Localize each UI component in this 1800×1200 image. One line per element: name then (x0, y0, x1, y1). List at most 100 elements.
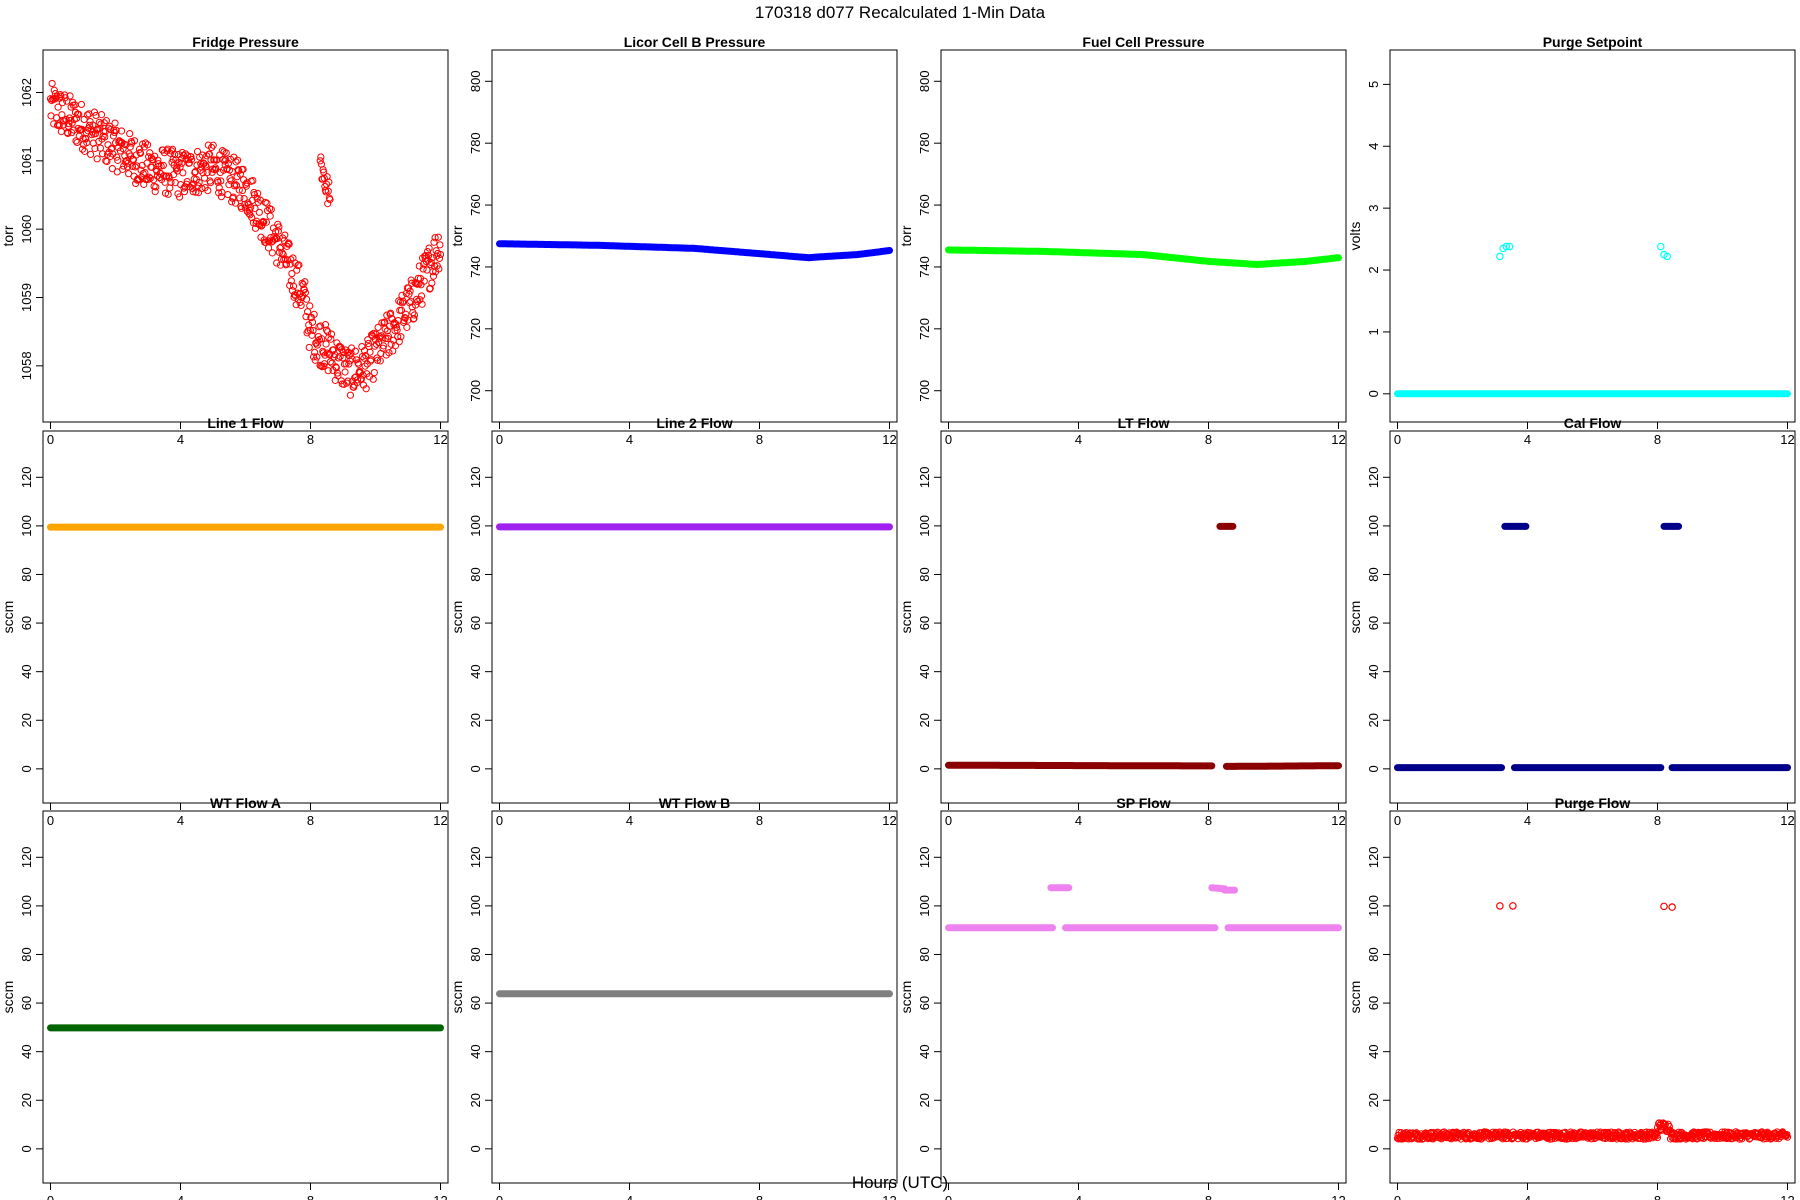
data-point (264, 244, 273, 252)
data-point (1656, 242, 1665, 251)
x-tick-label: 0 (1394, 432, 1401, 447)
y-tick-label: 1062 (19, 78, 34, 107)
y-tick-label: 0 (1366, 1145, 1381, 1152)
data-point (72, 137, 80, 145)
data-point (430, 238, 438, 246)
y-tick-label: 60 (468, 616, 483, 630)
data-point (1505, 242, 1514, 251)
data-point (57, 92, 65, 100)
x-tick-label: 0 (945, 813, 952, 828)
y-axis-label: torr (449, 225, 465, 246)
data-line (945, 246, 1342, 268)
data-point (296, 298, 304, 306)
data-point (287, 255, 295, 264)
data-point (234, 156, 242, 164)
data-point (286, 260, 294, 268)
data-point (353, 376, 362, 384)
data-point (381, 318, 389, 326)
y-tick-label: 60 (19, 616, 34, 630)
data-point (320, 362, 328, 370)
data-point (419, 265, 427, 273)
data-point (152, 183, 160, 191)
data-point (151, 188, 159, 196)
x-tick-label: 12 (433, 813, 447, 828)
data-point (285, 240, 293, 248)
data-point (109, 132, 118, 140)
data-point (73, 138, 81, 147)
y-tick-label: 40 (19, 664, 34, 678)
data-point (1660, 902, 1668, 911)
data-point (192, 188, 200, 196)
data-point (236, 194, 244, 202)
y-axis-label: volts (1347, 222, 1363, 251)
y-tick-label: 40 (19, 1044, 34, 1058)
y-tick-label: 0 (1366, 765, 1381, 772)
data-point (372, 340, 381, 348)
data-point (97, 111, 106, 119)
data-point (297, 301, 305, 310)
y-tick-label: 80 (917, 947, 932, 961)
data-point (217, 193, 225, 201)
y-tick-label: 60 (468, 996, 483, 1010)
data-point (77, 100, 86, 109)
data-point (279, 250, 287, 259)
data-point (376, 357, 384, 365)
y-axis-label: sccm (898, 601, 914, 634)
data-point (318, 335, 326, 343)
y-tick-label: 740 (917, 256, 932, 278)
data-point (383, 327, 391, 335)
data-point (348, 355, 356, 363)
data-point (75, 110, 83, 119)
y-axis-label: sccm (1347, 981, 1363, 1014)
data-point (203, 168, 211, 177)
data-point (306, 326, 314, 334)
data-point (67, 103, 75, 111)
y-tick-label: 40 (917, 664, 932, 678)
data-point (81, 147, 89, 155)
data-point (370, 368, 378, 377)
data-point (325, 178, 333, 186)
data-point (1509, 902, 1517, 910)
x-tick-label: 12 (882, 813, 896, 828)
panel-title: Cal Flow (1564, 415, 1622, 431)
data-point (327, 335, 335, 343)
data-point (239, 165, 247, 173)
x-tick-label: 4 (1524, 1193, 1531, 1200)
panel-title: Fridge Pressure (192, 34, 299, 50)
data-point (322, 180, 331, 188)
y-tick-label: 60 (19, 996, 34, 1010)
x-tick-label: 12 (1331, 813, 1345, 828)
data-point (395, 297, 403, 305)
y-tick-label: 40 (1366, 1044, 1381, 1058)
data-point (251, 204, 259, 212)
y-tick-label: 20 (1366, 713, 1381, 727)
y-tick-label: 80 (1366, 567, 1381, 581)
y-tick-label: 0 (1366, 390, 1381, 397)
data-point (57, 128, 65, 136)
data-point (436, 241, 444, 249)
data-point (434, 233, 442, 241)
chart-panel: Licor Cell B Pressure torr 0 4 8 12 700 720 740 7… (449, 34, 898, 447)
data-point (364, 339, 372, 348)
data-point (83, 111, 91, 119)
data-point (395, 338, 403, 346)
data-point (178, 159, 186, 167)
y-tick-label: 800 (917, 70, 932, 92)
data-point (143, 159, 151, 167)
y-tick-label: 120 (1366, 846, 1381, 868)
data-point (48, 79, 56, 88)
data-point (333, 369, 342, 377)
data-point (385, 322, 394, 330)
data-point (47, 96, 56, 105)
data-point (278, 249, 286, 257)
data-point (383, 311, 391, 319)
x-tick-label: 4 (177, 813, 184, 828)
panel-title: Line 1 Flow (207, 415, 283, 431)
data-point (311, 348, 319, 357)
data-point (103, 157, 111, 166)
plot-frame (42, 49, 449, 423)
data-point (328, 359, 336, 367)
panel-title: Line 2 Flow (656, 415, 732, 431)
